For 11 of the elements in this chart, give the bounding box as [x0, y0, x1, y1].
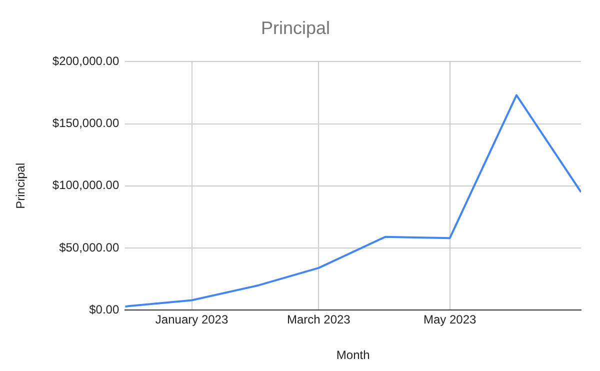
- x-axis-title: Month: [336, 348, 370, 362]
- x-tick-label: May 2023: [423, 312, 477, 327]
- x-tick-label: March 2023: [286, 312, 351, 327]
- x-tick-label: January 2023: [155, 312, 228, 327]
- y-tick-label: $150,000.00: [52, 116, 120, 130]
- y-tick-label: $100,000.00: [52, 178, 120, 192]
- y-axis-title: Principal: [14, 162, 28, 209]
- y-tick-label: $200,000.00: [52, 54, 120, 68]
- chart-title: Principal: [260, 18, 330, 38]
- y-tick-label: $50,000.00: [59, 240, 120, 254]
- y-tick-label: $0.00: [89, 302, 120, 317]
